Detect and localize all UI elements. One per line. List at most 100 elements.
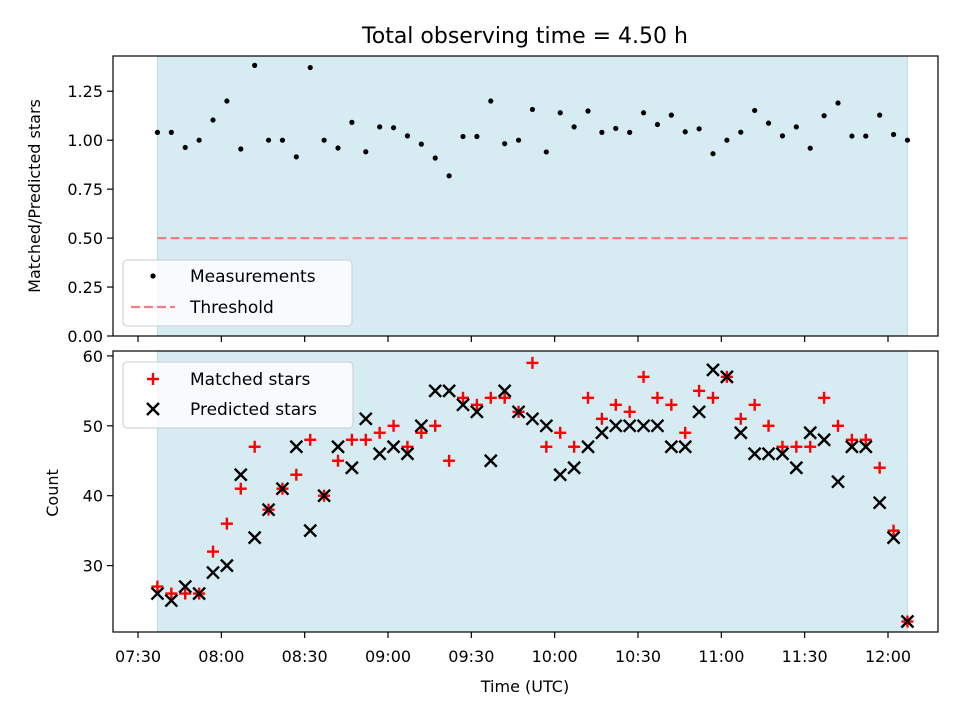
top-y-tick-label: 0.00 xyxy=(67,327,103,346)
bottom-y-tick-label: 30 xyxy=(83,557,103,576)
x-tick-label: 12:00 xyxy=(865,647,911,666)
predicted-star-point xyxy=(247,530,262,545)
measurement-point xyxy=(640,110,647,116)
matched-star-point xyxy=(595,412,608,425)
measurement-point xyxy=(724,137,730,143)
matched-star-point xyxy=(665,398,678,411)
top-y-axis-title: Matched/Predicted stars xyxy=(25,99,44,293)
measurement-point xyxy=(599,129,605,135)
measurement-point xyxy=(529,106,536,113)
predicted-star-point xyxy=(900,614,915,629)
predicted-star-point xyxy=(831,474,845,489)
measurement-point xyxy=(752,107,758,114)
top-legend-box xyxy=(122,259,353,327)
matched-star-point xyxy=(387,419,400,432)
top-x-ticks xyxy=(137,336,889,342)
predicted-star-point xyxy=(497,383,512,398)
predicted-star-point xyxy=(761,446,776,461)
measurement-point xyxy=(377,124,383,130)
measurement-point xyxy=(863,133,869,139)
legend-matched-marker xyxy=(147,373,159,385)
measurement-point xyxy=(668,112,674,118)
bottom-x-axis: 07:30 08:00 08:30 09:00 09:30 10:00 10:30 11:00… xyxy=(115,632,911,666)
matched-star-point xyxy=(609,398,622,411)
x-tick-label: 09:30 xyxy=(448,647,494,666)
measurement-point xyxy=(224,98,230,104)
matched-star-point xyxy=(415,426,428,439)
predicted-star-point xyxy=(345,460,359,475)
predicted-star-point xyxy=(483,453,498,468)
measurement-point xyxy=(196,137,202,143)
x-tick-label: 10:00 xyxy=(532,647,578,666)
measurement-point xyxy=(835,100,841,106)
predicted-star-point xyxy=(164,593,179,608)
predicted-star-point xyxy=(553,467,568,482)
matched-star-point xyxy=(568,440,581,453)
predicted-star-point xyxy=(664,439,679,454)
predicted-star-point xyxy=(525,411,540,426)
matched-star-point xyxy=(470,398,483,411)
measurement-point xyxy=(765,120,772,126)
matched-star-point xyxy=(623,405,636,418)
predicted-star-point xyxy=(567,460,581,475)
predicted-star-point xyxy=(275,481,290,496)
matched-star-point xyxy=(220,517,233,530)
predicted-star-point xyxy=(150,586,165,601)
matched-star-point xyxy=(526,356,539,369)
matched-star-point xyxy=(832,419,844,432)
matched-star-point xyxy=(179,587,192,600)
predicted-star-point xyxy=(220,558,234,573)
measurement-point xyxy=(613,125,619,132)
predicted-star-point xyxy=(720,370,734,384)
measurement-point xyxy=(807,145,813,151)
predicted-star-point xyxy=(733,425,748,440)
measurement-point xyxy=(585,108,591,114)
matched-star-point xyxy=(248,440,261,453)
matched-star-point xyxy=(207,545,219,558)
measurement-point xyxy=(210,117,216,123)
measurement-point xyxy=(488,98,494,104)
matched-star-point xyxy=(401,440,414,453)
x-tick-label: 11:30 xyxy=(782,647,828,666)
measurement-point xyxy=(849,133,855,139)
matched-star-point xyxy=(554,426,567,439)
predicted-star-point xyxy=(289,439,304,454)
measurement-point xyxy=(654,121,661,128)
top-y-axis: 0.00 0.25 0.50 0.75 1.00 1.25 xyxy=(67,82,113,346)
matched-star-point xyxy=(498,391,511,404)
matched-star-point xyxy=(734,412,747,425)
measurement-point xyxy=(474,133,480,140)
legend-predicted-label: Predicted stars xyxy=(190,400,317,420)
bottom-y-tick-label: 50 xyxy=(83,417,103,436)
matched-star-point xyxy=(818,391,831,404)
matched-star-point xyxy=(345,433,358,446)
measurement-point xyxy=(877,112,883,118)
predicted-star-point xyxy=(192,586,206,601)
predicted-star-point xyxy=(775,446,790,461)
measurement-point xyxy=(418,141,424,147)
predicted-star-point xyxy=(595,425,609,440)
measurement-point xyxy=(321,137,327,143)
measurement-point xyxy=(293,154,299,160)
matched-star-point xyxy=(332,454,344,467)
predicted-stars-points xyxy=(150,363,915,629)
predicted-star-point xyxy=(692,404,706,419)
predicted-star-point xyxy=(650,418,665,433)
measurement-point xyxy=(154,129,161,135)
predicted-star-point xyxy=(303,523,318,538)
predicted-star-point xyxy=(428,383,443,398)
matched-star-point xyxy=(859,433,872,446)
matched-star-point xyxy=(304,433,317,446)
measurement-point xyxy=(252,62,258,68)
predicted-star-point xyxy=(706,363,720,377)
measurement-point xyxy=(238,146,244,152)
bottom-legend: Matched stars Predicted stars xyxy=(122,361,354,429)
legend-measurements-marker xyxy=(150,273,156,279)
matched-star-point xyxy=(359,433,372,446)
predicted-star-point xyxy=(456,397,470,412)
predicted-star-point xyxy=(608,418,623,433)
top-y-tick-label: 1.25 xyxy=(67,82,103,101)
measurement-point xyxy=(182,144,188,151)
measurement-point xyxy=(543,149,549,155)
predicted-star-point xyxy=(317,488,331,503)
